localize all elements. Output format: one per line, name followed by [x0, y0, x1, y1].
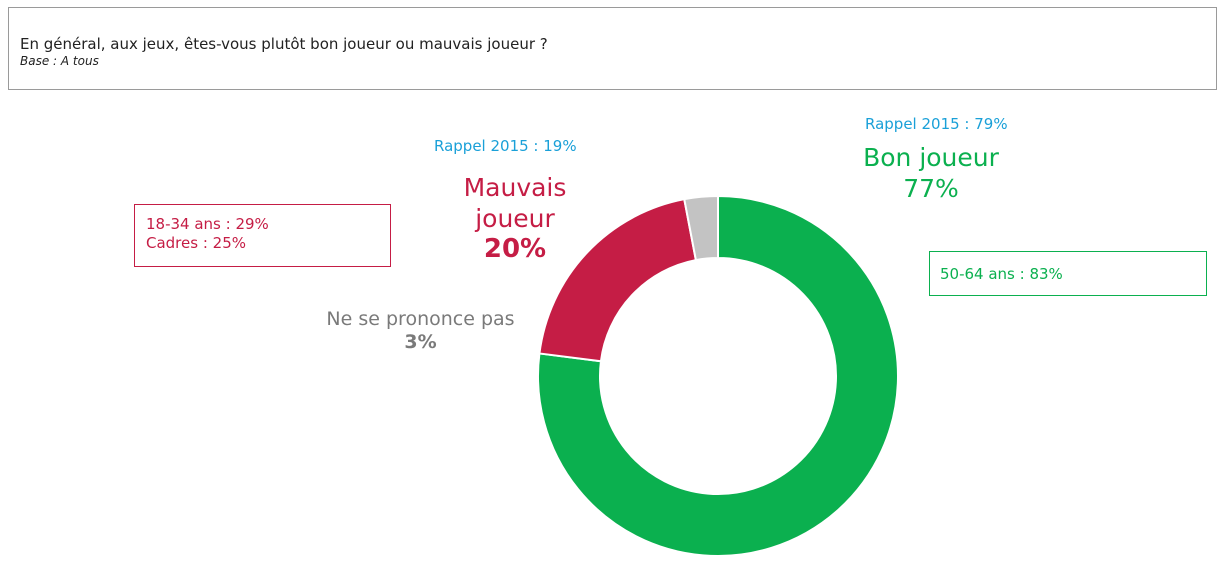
callout-bon-line-1: 50-64 ans : 83% — [940, 265, 1063, 283]
callout-mauvais-line-2: Cadres : 25% — [146, 234, 246, 252]
slice-label-nsp-value: 3% — [404, 331, 437, 353]
recall-2015-mauvais-joueur: Rappel 2015 : 19% — [434, 137, 577, 155]
slice-label-ne-se-prononce-pas: Ne se prononce pas 3% — [294, 308, 547, 354]
slice-label-mauvais-joueur-name-1: Mauvais — [463, 173, 567, 202]
slice-label-bon-joueur: Bon joueur 77% — [831, 142, 1031, 204]
recall-2015-bon-joueur: Rappel 2015 : 79% — [865, 115, 1008, 133]
slice-label-bon-joueur-name: Bon joueur — [863, 143, 999, 172]
slice-label-mauvais-joueur-name-2: joueur — [475, 204, 555, 233]
donut-slice-ne-se-prononce-pas — [683, 194, 719, 262]
callout-mauvais-line-1: 18-34 ans : 29% — [146, 215, 269, 233]
slice-label-nsp-name: Ne se prononce pas — [326, 308, 515, 330]
slice-label-mauvais-joueur-value: 20% — [483, 234, 547, 264]
donut-slice-bon-joueur — [537, 194, 899, 557]
callout-mauvais-joueur: 18-34 ans : 29% Cadres : 25% — [134, 204, 391, 267]
question-box: En général, aux jeux, êtes-vous plutôt b… — [8, 7, 1217, 90]
question-base: Base : A tous — [20, 54, 99, 68]
slice-label-bon-joueur-value: 77% — [903, 174, 959, 203]
question-text: En général, aux jeux, êtes-vous plutôt b… — [20, 35, 548, 53]
slice-label-mauvais-joueur: Mauvais joueur 20% — [415, 172, 615, 265]
callout-bon-joueur: 50-64 ans : 83% — [929, 251, 1207, 296]
